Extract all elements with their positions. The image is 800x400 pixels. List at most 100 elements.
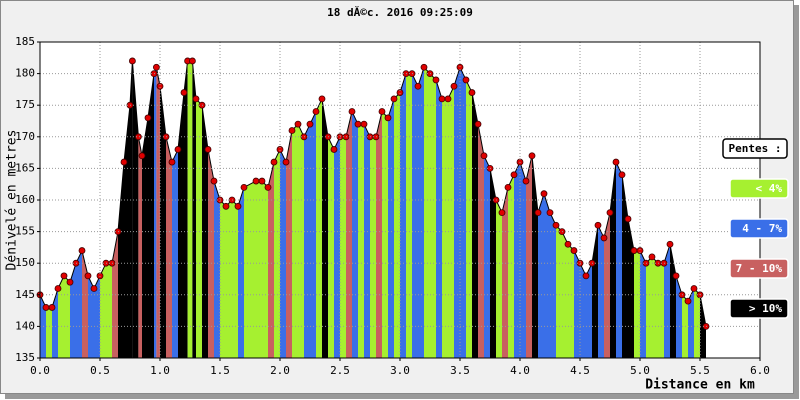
- point-marker: [450, 82, 458, 90]
- point-marker: [84, 272, 92, 280]
- y-axis-label: Dénivelé en metres: [5, 130, 20, 271]
- point-marker: [390, 95, 398, 103]
- slope-segment: [688, 288, 694, 358]
- y-tick-label: 160: [15, 193, 35, 206]
- slope-segment: [634, 250, 640, 358]
- x-tick-label: 5.0: [630, 364, 650, 377]
- legend-label: > 10%: [749, 302, 782, 315]
- slope-segment: [586, 263, 592, 358]
- point-marker: [270, 158, 278, 166]
- slope-segment: [184, 60, 188, 359]
- point-marker: [264, 183, 272, 191]
- slope-segment: [436, 79, 442, 359]
- slope-segment: [118, 162, 124, 358]
- slope-segment: [412, 73, 418, 358]
- point-marker: [306, 120, 314, 128]
- point-marker: [594, 221, 602, 229]
- slope-segment: [166, 136, 172, 358]
- slope-segment: [262, 181, 268, 358]
- y-tick-label: 140: [15, 319, 35, 332]
- point-marker: [528, 152, 536, 160]
- x-tick-label: 6.0: [750, 364, 770, 377]
- slope-segment: [130, 60, 133, 359]
- point-marker: [180, 89, 188, 96]
- point-marker: [672, 272, 680, 280]
- shadow: [5, 394, 799, 399]
- legend-swatch: [729, 258, 789, 279]
- point-marker: [510, 171, 518, 179]
- slope-segment: [388, 98, 394, 358]
- x-tick-label: 2.5: [330, 364, 350, 377]
- slope-segment: [604, 212, 610, 358]
- point-marker: [66, 278, 74, 286]
- point-marker: [480, 152, 488, 160]
- point-marker: [282, 158, 290, 166]
- slope-segment: [154, 67, 157, 358]
- slope-segment: [574, 250, 580, 358]
- x-tick-label: 4.0: [510, 364, 530, 377]
- x-tick-label: 0.5: [90, 364, 110, 377]
- slope-segment: [646, 256, 652, 358]
- point-marker: [252, 177, 260, 185]
- point-marker: [564, 240, 572, 248]
- slope-segment: [286, 130, 292, 358]
- point-marker: [474, 120, 482, 128]
- shadow: [794, 5, 799, 398]
- slope-segment: [382, 111, 388, 359]
- point-marker: [134, 133, 142, 141]
- point-marker: [420, 63, 428, 71]
- point-marker: [54, 285, 62, 292]
- point-marker: [438, 95, 446, 103]
- legend-label: 7 - 10%: [736, 262, 783, 275]
- point-marker: [204, 146, 212, 153]
- point-marker: [606, 209, 614, 217]
- slope-segment: [244, 181, 256, 358]
- point-marker: [624, 215, 632, 223]
- slope-segment: [478, 124, 484, 358]
- y-tick-label: 185: [15, 35, 35, 48]
- slope-segment: [394, 92, 400, 358]
- slope-segment: [424, 67, 430, 358]
- slope-segment: [100, 263, 106, 358]
- slope-segment: [580, 263, 586, 358]
- slope-segment: [346, 111, 352, 359]
- slope-segment: [658, 263, 664, 358]
- point-marker: [522, 177, 530, 185]
- slope-segment: [328, 136, 334, 358]
- y-tick-label: 165: [15, 161, 35, 174]
- legend-label: < 4%: [756, 182, 783, 195]
- point-marker: [360, 120, 368, 128]
- slope-segment: [298, 124, 304, 358]
- slope-segment: [352, 111, 358, 359]
- slope-segment: [274, 149, 280, 358]
- slope-segment: [484, 155, 490, 358]
- slope-segment: [340, 136, 346, 358]
- point-marker: [276, 146, 284, 153]
- point-marker: [354, 120, 362, 128]
- slope-segment: [544, 193, 550, 358]
- point-marker: [612, 158, 620, 166]
- point-marker: [396, 89, 404, 96]
- point-marker: [188, 57, 196, 65]
- slope-segment: [142, 117, 148, 358]
- point-marker: [468, 89, 476, 96]
- point-marker: [666, 240, 674, 248]
- legend-swatch: [729, 218, 789, 239]
- x-tick-label: 1.5: [210, 364, 230, 377]
- slope-segment: [214, 181, 220, 358]
- plot-border: [39, 41, 761, 359]
- point-marker: [234, 202, 242, 210]
- slope-segment: [400, 73, 406, 358]
- slope-segment: [592, 225, 598, 358]
- slope-segment: [454, 67, 460, 358]
- point-marker: [48, 304, 56, 311]
- slope-segment: [430, 73, 436, 358]
- point-marker: [540, 190, 548, 198]
- slope-segment: [652, 256, 658, 358]
- point-marker: [156, 82, 164, 90]
- slope-segment: [460, 67, 466, 358]
- slope-segment: [138, 136, 142, 358]
- x-tick-label: 3.5: [450, 364, 470, 377]
- x-axis-label: Distance en km: [645, 378, 755, 393]
